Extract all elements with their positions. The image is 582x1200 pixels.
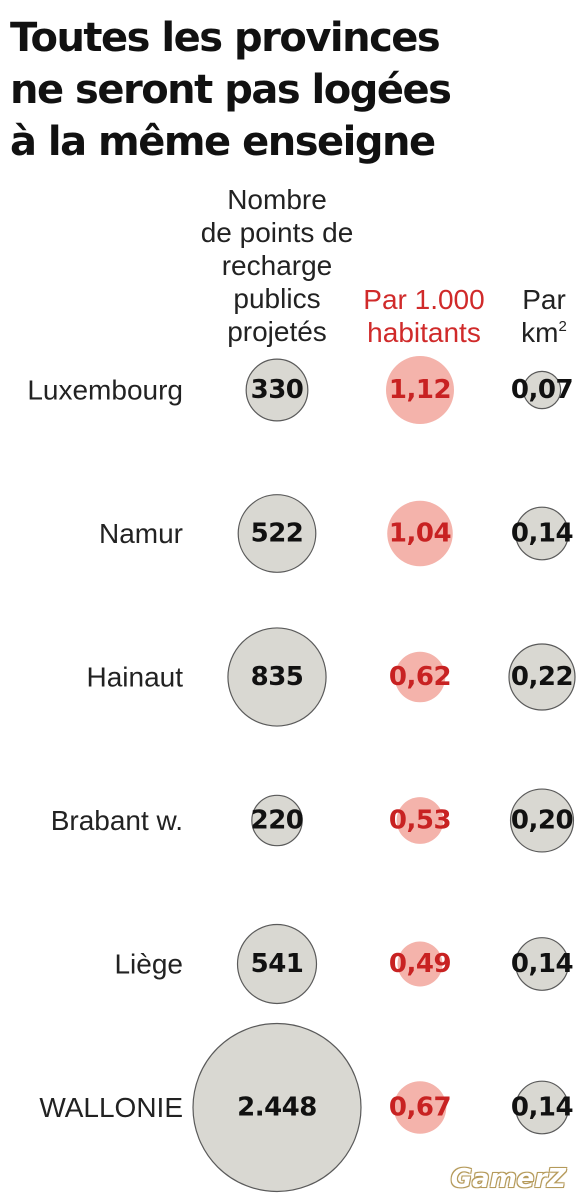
count-value-label: 541 xyxy=(251,949,304,979)
per-1000-bubble xyxy=(387,500,453,567)
per-1000-bubble xyxy=(396,797,444,844)
title-line-2: ne seront pas logées xyxy=(10,67,452,113)
title-line-3: à la même enseigne xyxy=(10,119,436,165)
header-count-line-4: publics xyxy=(233,283,321,314)
title-line-1: Toutes les provinces xyxy=(10,15,441,61)
count-value-label: 2.448 xyxy=(237,1093,317,1123)
count-bubble xyxy=(245,358,309,422)
count-value-label: 522 xyxy=(251,519,304,549)
header-perkm2-unit: km xyxy=(521,317,559,348)
row-label: Hainaut xyxy=(86,662,183,693)
row-label: Brabant w. xyxy=(51,805,183,836)
header-count-line-3: recharge xyxy=(221,250,333,281)
count-bubble xyxy=(237,494,317,573)
header-per1000-line-1: Par 1.000 xyxy=(363,284,485,315)
per-1000-bubble xyxy=(393,1081,447,1134)
header-perkm2-line-2: km2 xyxy=(508,316,580,349)
header-per1000-line-2: habitants xyxy=(367,317,481,348)
per-1000-value-label: 0,49 xyxy=(389,949,451,979)
per-km2-bubble xyxy=(508,643,576,711)
header-perkm2-line-1: Par xyxy=(522,284,566,315)
column-header-per-1000: Par 1.000 habitants xyxy=(350,283,498,349)
per-1000-bubble xyxy=(397,941,443,987)
row-label: Luxembourg xyxy=(27,375,183,406)
watermark: GamerZ xyxy=(450,1164,566,1194)
per-km2-bubble xyxy=(515,937,569,991)
chart-title: Toutes les provinces ne seront pas logée… xyxy=(10,12,570,168)
per-1000-value-label: 1,12 xyxy=(389,375,451,405)
column-header-count: Nombre de points de recharge publics pro… xyxy=(172,183,382,348)
per-1000-bubble xyxy=(394,651,446,703)
count-bubble xyxy=(251,794,303,847)
per-km2-bubble xyxy=(509,788,575,853)
per-1000-value-label: 0,53 xyxy=(389,806,451,836)
per-km2-value-label: 0,20 xyxy=(511,806,573,836)
per-km2-bubble xyxy=(515,506,569,561)
row-label: Namur xyxy=(99,518,183,549)
per-km2-bubble xyxy=(522,370,562,410)
column-header-per-km2: Par km2 xyxy=(508,283,580,349)
per-1000-value-label: 1,04 xyxy=(389,519,451,549)
count-bubble xyxy=(236,923,318,1005)
per-1000-value-label: 0,67 xyxy=(389,1093,451,1123)
count-bubble xyxy=(192,1022,362,1193)
per-1000-value-label: 0,62 xyxy=(389,662,451,692)
count-bubble xyxy=(227,627,327,727)
per-km2-bubble xyxy=(515,1080,569,1135)
row-label: WALLONIE xyxy=(39,1092,183,1123)
per-km2-value-label: 0,22 xyxy=(511,662,573,692)
header-count-line-1: Nombre xyxy=(227,184,327,215)
per-km2-value-label: 0,14 xyxy=(511,1093,573,1123)
header-perkm2-superscript: 2 xyxy=(558,318,567,335)
header-count-line-2: de points de xyxy=(200,217,354,248)
count-value-label: 330 xyxy=(251,375,304,405)
count-value-label: 835 xyxy=(251,662,304,692)
header-count-line-5: projetés xyxy=(227,316,327,347)
per-km2-value-label: 0,14 xyxy=(511,519,573,549)
per-km2-value-label: 0,07 xyxy=(511,375,573,405)
count-value-label: 220 xyxy=(251,806,304,836)
per-1000-bubble xyxy=(386,356,454,424)
per-km2-value-label: 0,14 xyxy=(511,949,573,979)
row-label: Liège xyxy=(114,949,183,980)
